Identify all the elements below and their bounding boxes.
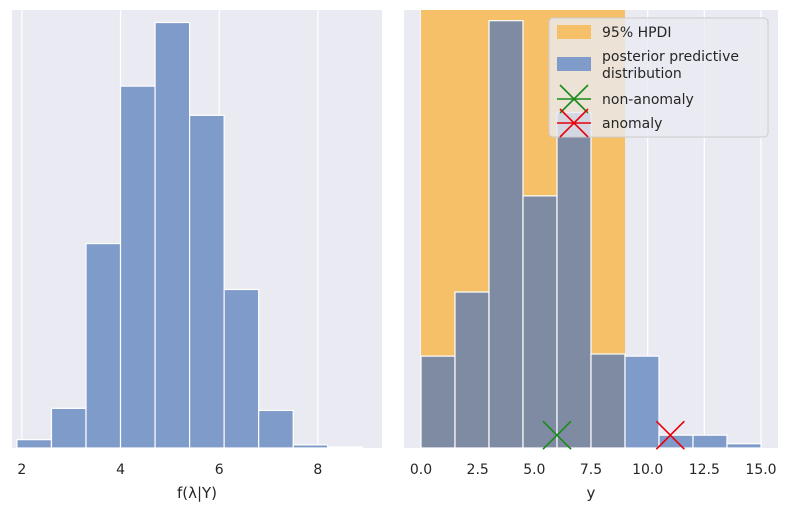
observation-markers: [542, 420, 685, 450]
left-histogram-axes: 2 4 6 8 f(λ|Y): [12, 10, 382, 502]
x-tick-label: 0.0: [410, 462, 432, 478]
x-tick-label: 12.5: [689, 462, 720, 478]
legend-label-line: 95% HPDI: [602, 25, 671, 41]
histogram-bar: [16, 439, 53, 449]
legend-label-line: posterior predictive: [602, 49, 739, 65]
legend: 95% HPDI posterior predictive distribution…: [548, 17, 769, 138]
marker-stroke: [542, 420, 572, 450]
x-tick-label: 2.5: [467, 462, 489, 478]
anomaly-marker: [655, 420, 685, 450]
histogram-bar: [85, 243, 122, 449]
x-tick-label: 7.5: [580, 462, 602, 478]
histogram-bar: [327, 446, 363, 449]
right-x-tick-labels: 0.0 2.5 5.0 7.5 10.0 12.5 15.0: [410, 462, 777, 478]
legend-symbol: [557, 25, 591, 39]
histogram-bar: [556, 111, 592, 449]
legend-symbol: [557, 108, 591, 138]
legend-patch: [557, 25, 591, 39]
legend-label-line: distribution: [602, 66, 682, 82]
left-x-axis-label: f(λ|Y): [177, 484, 217, 502]
x-tick-label: 6: [215, 462, 224, 478]
histogram-bar: [590, 353, 626, 449]
marker-stroke: [655, 420, 685, 450]
histogram-bar: [522, 195, 558, 449]
right-x-axis-label: y: [587, 484, 596, 502]
x-tick-label: 4: [116, 462, 125, 478]
legend-symbol: [557, 57, 591, 71]
histogram-bar: [50, 407, 87, 449]
x-tick-label: 5.0: [523, 462, 545, 478]
histogram-bar: [119, 85, 156, 449]
x-tick-label: 2: [17, 462, 26, 478]
legend-x: [559, 108, 589, 138]
legend-box: [548, 17, 769, 138]
x-tick-label: 15.0: [745, 462, 776, 478]
legend-label: 95% HPDI: [602, 25, 671, 41]
x-tick-label: 8: [313, 462, 322, 478]
left-x-tick-labels: 2 4 6 8: [17, 462, 322, 478]
histogram-bar: [454, 291, 490, 449]
histogram-bar: [154, 21, 191, 449]
histogram-bar: [726, 443, 762, 449]
legend-label: non-anomaly: [602, 92, 694, 108]
right-histogram-bars: [420, 20, 762, 449]
legend-label: posterior predictive distribution: [602, 49, 739, 82]
legend-symbol: [557, 84, 591, 114]
histogram-bar: [692, 434, 728, 449]
legend-patch: [557, 57, 591, 71]
histogram-bar: [420, 355, 456, 449]
legend-label: anomaly: [602, 116, 662, 132]
histogram-bar: [189, 114, 225, 449]
histogram-bar: [292, 444, 329, 449]
non-anomaly-marker: [542, 420, 572, 450]
histogram-bar: [223, 288, 260, 449]
legend-label-line: anomaly: [602, 116, 662, 132]
left-histogram-bars: [16, 21, 363, 449]
histogram-bar: [488, 20, 524, 449]
histogram-bar: [258, 409, 294, 449]
right-histogram-axes: 0.0 2.5 5.0 7.5 10.0 12.5 15.0 y 95% HPDI poste…: [404, 10, 778, 502]
legend-label-line: non-anomaly: [602, 92, 694, 108]
histogram-bar: [624, 355, 660, 449]
x-tick-label: 10.0: [632, 462, 663, 478]
legend-x: [559, 84, 589, 114]
